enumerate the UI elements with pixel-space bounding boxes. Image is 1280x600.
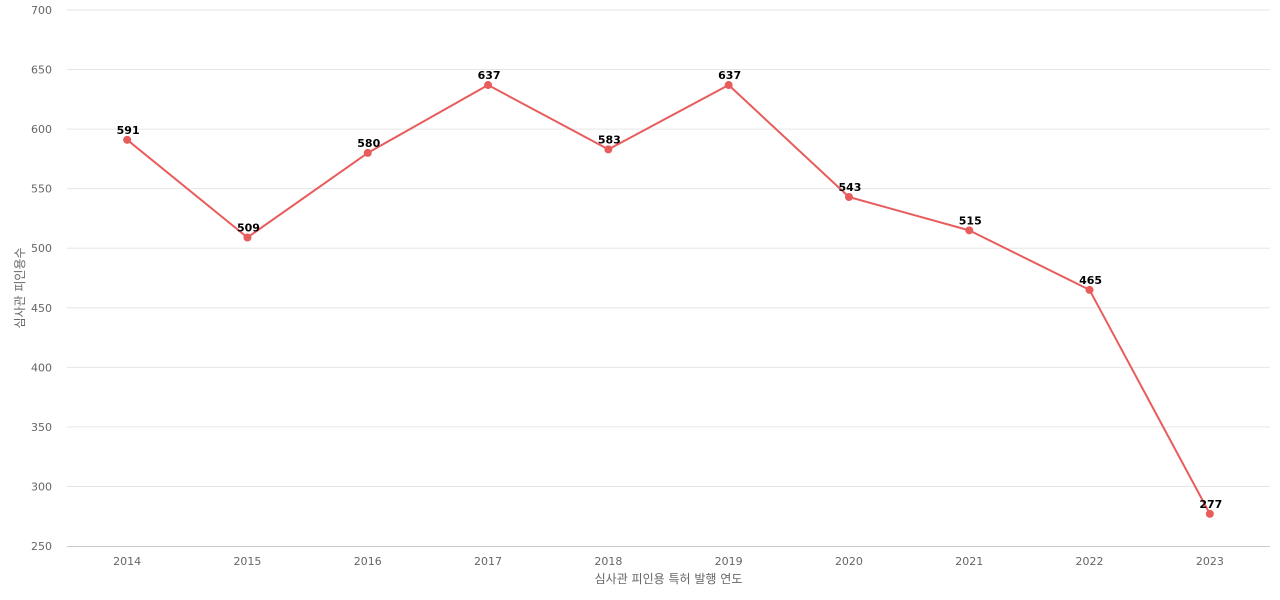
y-tick-label: 650 — [31, 64, 52, 77]
x-tick-label: 2021 — [955, 555, 983, 568]
x-tick-label: 2023 — [1196, 555, 1224, 568]
y-tick-labels: 250 300 350 400 450 500 550 600 650 700 — [31, 4, 52, 553]
y-tick-label: 400 — [31, 361, 52, 374]
data-label: 637 — [718, 69, 741, 82]
data-point[interactable] — [965, 226, 974, 235]
x-tick-label: 2014 — [113, 555, 141, 568]
data-point[interactable] — [243, 233, 252, 242]
x-tick-labels: 2014 2015 2016 2017 2018 2019 2020 2021 2022 2023 — [113, 555, 1224, 568]
y-tick-label: 700 — [31, 4, 52, 17]
y-tick-label: 350 — [31, 421, 52, 434]
data-label: 277 — [1199, 498, 1222, 511]
y-tick-label: 550 — [31, 183, 52, 196]
x-tick-label: 2018 — [594, 555, 622, 568]
y-tick-label: 250 — [31, 540, 52, 553]
data-point[interactable] — [1085, 285, 1094, 294]
y-gridlines — [67, 9, 1270, 487]
data-label: 515 — [959, 214, 982, 227]
data-label: 509 — [237, 222, 260, 235]
data-point[interactable] — [604, 145, 613, 154]
x-tick-label: 2020 — [835, 555, 863, 568]
x-tick-label: 2017 — [474, 555, 502, 568]
data-label: 543 — [838, 181, 861, 194]
data-labels: 591 509 580 637 583 637 543 515 465 277 — [117, 69, 1223, 511]
data-label: 637 — [478, 69, 501, 82]
x-axis-title: 심사관 피인용 특허 발행 연도 — [595, 571, 743, 586]
x-tick-label: 2022 — [1076, 555, 1104, 568]
series-line — [126, 84, 1211, 515]
y-tick-label: 600 — [31, 123, 52, 136]
data-label: 580 — [357, 137, 380, 150]
y-tick-label: 300 — [31, 480, 52, 493]
data-label: 465 — [1079, 274, 1102, 287]
data-label: 591 — [117, 124, 140, 137]
x-tick-label: 2016 — [354, 555, 382, 568]
x-tick-label: 2015 — [233, 555, 261, 568]
y-axis-title: 심사관 피인용수 — [13, 247, 27, 328]
data-point[interactable] — [363, 148, 372, 157]
y-tick-label: 500 — [31, 242, 52, 255]
data-label: 583 — [598, 133, 621, 146]
data-point[interactable] — [724, 81, 733, 90]
data-point[interactable] — [844, 193, 853, 202]
data-point[interactable] — [484, 81, 493, 90]
data-point[interactable] — [123, 135, 132, 144]
series-group — [123, 81, 1214, 518]
y-tick-label: 450 — [31, 302, 52, 315]
data-point[interactable] — [1205, 509, 1214, 518]
x-tick-label: 2019 — [715, 555, 743, 568]
